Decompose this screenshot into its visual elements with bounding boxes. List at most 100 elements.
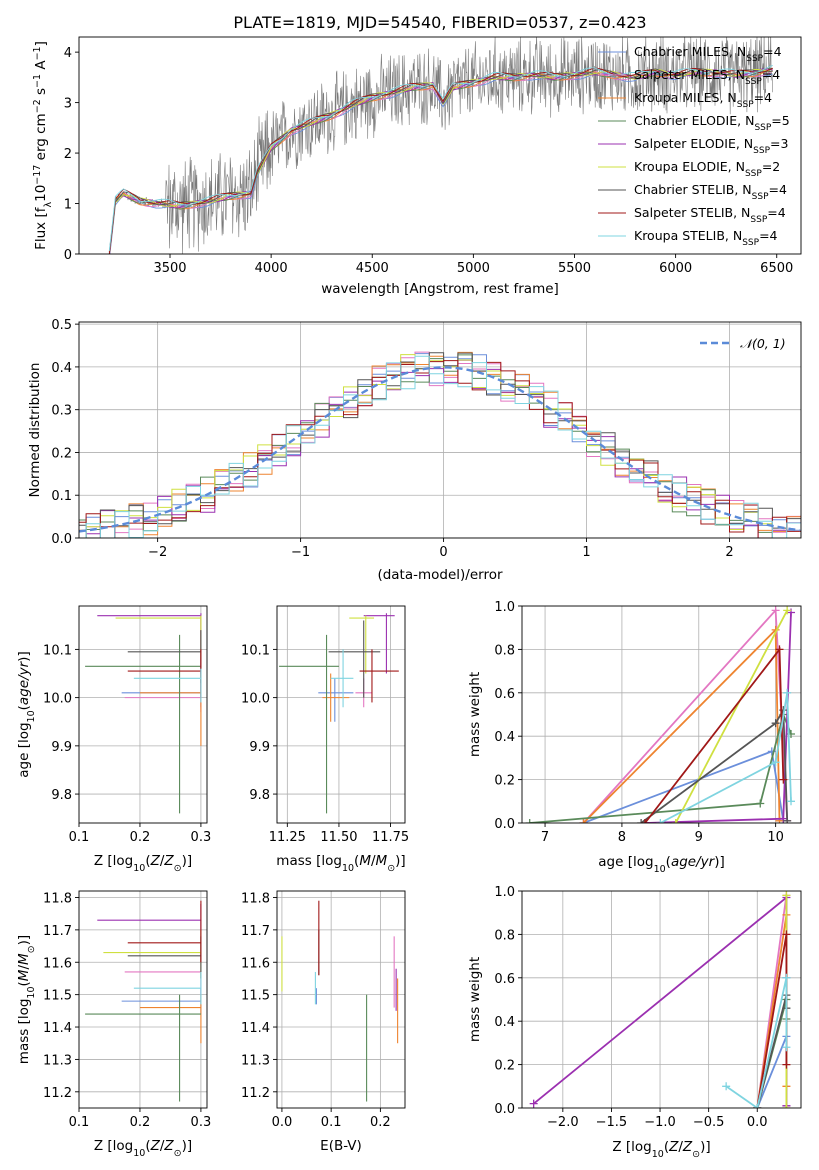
label-part: ⊙	[26, 945, 37, 953]
label-part: Z	[668, 1139, 679, 1155]
x-tick-label: −1	[291, 545, 310, 560]
y-tick-label: 11.5	[43, 989, 72, 1004]
y-tick-label: 0.4	[494, 730, 515, 745]
y-tick-label: 9.8	[249, 788, 270, 803]
legend-entry: Salpeter MILES, NSSP=4	[634, 67, 780, 87]
weight-point-marker	[787, 797, 796, 806]
label-part: Z [log	[94, 1138, 133, 1154]
label-part: (	[354, 853, 359, 869]
label-part: (	[145, 853, 150, 869]
legend-entry: Chabrier MILES, NSSP=4	[634, 44, 782, 64]
label-part: )]	[16, 935, 32, 946]
legend-tail: =3	[770, 136, 788, 151]
axes-frame	[78, 321, 802, 539]
axes-weight_vs_Z: −2.0 −1.5 −1.0 −0.5 0.0 0.0 0.2 0.4 0.6 0.8 1.0 Z […	[467, 885, 802, 1160]
plot-area-mass_vs_EBV	[277, 891, 405, 1108]
weight-point-marker	[782, 1043, 791, 1052]
axes-mass_vs_Z: 0.1 0.2 0.3 11.2 11.3 11.4 11.5 11.6 11.7 11.8 Z […	[16, 890, 211, 1159]
weight-point-marker	[783, 606, 792, 615]
axes-age_vs_Z: 0.1 0.2 0.39.89.910.010.1Z [log10(Z/Z⊙)]ag…	[16, 605, 211, 874]
label-part: ⊙	[387, 863, 395, 874]
label-part: Z	[682, 1139, 693, 1155]
legend-tail: =4	[763, 44, 781, 59]
label-part: (	[16, 981, 32, 986]
legend-tail: =4	[767, 205, 785, 220]
weight-point-marker	[529, 1099, 538, 1108]
plot-area-weight_vs_age	[522, 606, 801, 823]
legend-entry: Chabrier ELODIE, NSSP=5	[634, 113, 790, 133]
x-tick-label: 0	[439, 545, 447, 560]
label-part: −17	[32, 165, 43, 185]
label-part: )]	[714, 854, 725, 870]
x-axis-label: E(B-V)	[320, 1138, 362, 1154]
label-part: Z	[150, 1138, 161, 1154]
weight-series-line	[640, 707, 789, 823]
x-axis-label: Z [log10(Z/Z⊙)]	[612, 1139, 710, 1160]
label-part: Z	[163, 853, 174, 869]
label-part: )]	[395, 853, 406, 869]
y-tick-label: 0.4	[51, 361, 72, 376]
weight-point-marker	[753, 1104, 762, 1108]
x-tick-label: −0.5	[693, 1115, 725, 1130]
y-axis-label: mass weight	[467, 672, 483, 757]
y-tick-label: 0.2	[494, 774, 515, 789]
plot-area-weight_vs_Z	[522, 891, 801, 1108]
x-tick-label: −1.0	[644, 1115, 676, 1130]
label-part: /	[160, 1138, 165, 1154]
legend-tail: =4	[762, 67, 780, 82]
x-tick-label: −2	[148, 545, 167, 560]
legend-sub: SSP	[745, 77, 762, 87]
label-part: age/yr	[16, 660, 32, 705]
y-tick-label: 0.2	[494, 1059, 515, 1074]
label-part: 10	[133, 863, 145, 874]
legend-entry: 𝒩(0, 1)	[740, 336, 786, 351]
legend-sub: SSP	[754, 123, 771, 133]
legend: Chabrier MILES, NSSP=4 Salpeter MILES, NS…	[598, 44, 790, 248]
y-axis-label: Flux [fλ10−17 erg cm−2 s−1 A−1]	[32, 41, 54, 250]
label-part: M	[16, 969, 32, 981]
label-part: (	[145, 1138, 150, 1154]
x-tick-label: 4500	[356, 261, 389, 276]
x-tick-label: 0.0	[747, 1115, 768, 1130]
x-tick-label: 0.2	[130, 1115, 151, 1130]
axes-residuals: −2 −1 0 1 2 0.0 0.1 0.2 0.3 0.4 0.5 (data-model)/er…	[27, 318, 802, 583]
label-part: ⊙	[174, 863, 182, 874]
legend-text: Kroupa STELIB, N	[634, 228, 742, 243]
y-tick-label: 10.0	[43, 692, 72, 707]
legend-sub: SSP	[745, 169, 762, 179]
label-part: Z [log	[612, 1139, 651, 1155]
legend-sub: SSP	[750, 215, 767, 225]
histogram-steps	[79, 354, 801, 538]
x-tick-label: 5500	[558, 261, 591, 276]
axes-frame	[521, 890, 802, 1109]
legend-entry: Salpeter STELIB, NSSP=4	[634, 205, 786, 225]
weight-point-marker	[525, 819, 534, 823]
x-tick-label: 2	[725, 545, 733, 560]
y-axis-label: mass [log10(M/M⊙)]	[16, 935, 37, 1064]
y-tick-label: 10.1	[241, 643, 270, 658]
legend-tail: =4	[759, 228, 777, 243]
legend-text: Kroupa ELODIE, N	[634, 159, 745, 174]
weight-series-line	[725, 977, 788, 1108]
label-part: age [log	[598, 854, 653, 870]
legend-text: Salpeter STELIB, N	[634, 205, 750, 220]
y-tick-label: 0.3	[51, 404, 72, 419]
y-tick-label: 0.0	[494, 1102, 515, 1117]
model-spectrum-line	[109, 68, 773, 254]
label-part: Z [log	[94, 853, 133, 869]
model-spectrum-line	[108, 64, 773, 252]
label-part: mass [log	[276, 853, 342, 869]
x-tick-label: 0.1	[321, 1115, 342, 1130]
y-tick-label: 9.8	[51, 788, 72, 803]
label-part: )]	[16, 651, 32, 662]
y-tick-label: 1	[64, 198, 72, 213]
y-tick-label: 11.3	[43, 1053, 72, 1068]
x-tick-label: 6500	[760, 261, 793, 276]
x-tick-label: 7	[541, 830, 549, 845]
weight-point-marker	[782, 1060, 791, 1069]
label-part: erg cm	[33, 113, 49, 164]
x-tick-label: 0.1	[69, 830, 90, 845]
y-tick-label: 2	[64, 147, 72, 162]
weight-series-line	[674, 609, 788, 823]
